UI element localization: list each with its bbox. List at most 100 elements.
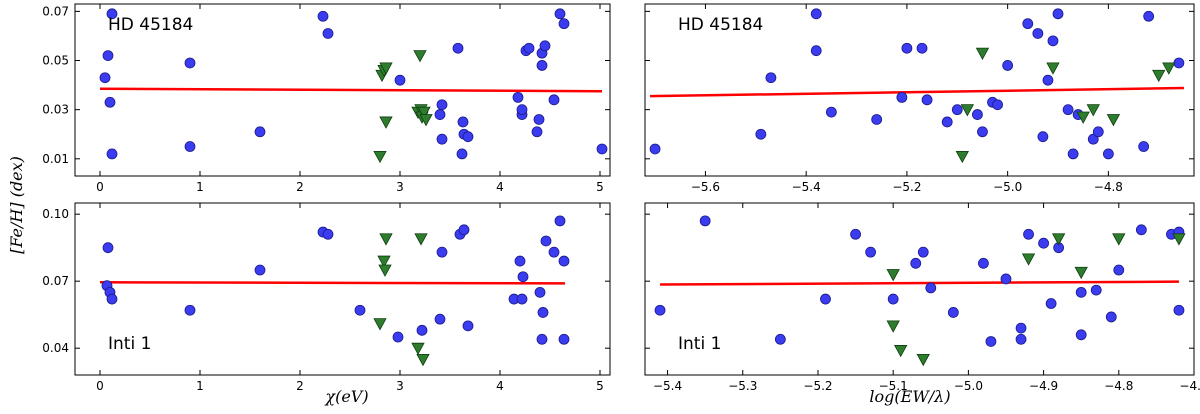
data-point-circle: [533, 114, 545, 125]
x-axis-label-right: log(EW/λ): [869, 387, 950, 406]
data-point-triangle: [373, 150, 387, 164]
data-point-triangle: [916, 353, 930, 367]
data-point-triangle: [1152, 69, 1166, 83]
data-point-circle: [322, 228, 334, 240]
data-point-circle: [536, 60, 548, 71]
data-point-circle: [871, 114, 883, 125]
y-tick-label: 0.04: [42, 341, 69, 355]
data-point-circle: [462, 320, 474, 332]
data-point-triangle: [975, 47, 990, 60]
data-point-triangle: [1106, 114, 1121, 127]
data-point-circle: [516, 104, 528, 116]
panel-label: HD 45184: [108, 15, 193, 35]
data-point-circle: [456, 148, 468, 160]
panel-4: −5.4 −5.3 −5.2 −5.1 −5.0 −4.9 −4.8 −4.7 Inti 1: [644, 202, 1200, 393]
data-point-circle: [1075, 286, 1087, 298]
data-point-triangle: [955, 150, 969, 164]
data-point-circle: [1002, 60, 1014, 71]
data-point-circle: [1052, 8, 1064, 20]
data-point-circle: [921, 94, 933, 106]
data-point-triangle: [1076, 111, 1090, 124]
data-point-circle: [458, 224, 470, 236]
data-point-triangle: [419, 114, 433, 127]
data-point-triangle: [1021, 253, 1036, 266]
data-point-circle: [392, 331, 404, 343]
data-point-circle: [1045, 298, 1057, 309]
data-point-circle: [910, 257, 922, 269]
data-point-triangle: [416, 353, 430, 367]
panel-label: Inti 1: [678, 334, 721, 354]
data-point-circle: [1000, 273, 1012, 285]
data-point-circle: [558, 18, 570, 30]
x-tick-label: −4.8: [1094, 180, 1123, 194]
data-point-circle: [1023, 228, 1034, 240]
data-point-circle: [436, 99, 448, 111]
y-tick-label: 0.07: [42, 274, 69, 288]
data-point-circle: [810, 45, 822, 57]
data-point-circle: [755, 128, 767, 140]
data-point-circle: [462, 131, 474, 143]
data-point-circle: [1135, 224, 1147, 236]
data-point-circle: [548, 94, 560, 106]
data-point-circle: [537, 307, 549, 318]
data-point-triangle: [1086, 104, 1100, 117]
data-point-circle: [820, 293, 831, 305]
data-point-circle: [1090, 284, 1102, 296]
data-point-circle: [978, 257, 989, 269]
data-point-circle: [1015, 333, 1027, 345]
x-tick-label: −5.6: [691, 180, 720, 194]
data-point-circle: [1092, 126, 1104, 138]
x-tick-label: −5.4: [792, 180, 821, 194]
data-point-triangle: [378, 264, 392, 277]
data-point-circle: [436, 133, 448, 145]
data-point-circle: [523, 42, 535, 54]
data-point-circle: [540, 235, 552, 247]
data-point-circle: [1037, 131, 1049, 143]
y-tick-label: 0.07: [42, 4, 69, 18]
x-tick-label: 0: [96, 180, 104, 194]
x-tick-label: −5.3: [728, 379, 757, 393]
data-point-circle: [558, 255, 570, 267]
data-point-circle: [554, 215, 566, 227]
data-point-circle: [649, 143, 661, 155]
data-point-circle: [1173, 57, 1185, 69]
data-point-circle: [992, 99, 1003, 111]
data-point-circle: [434, 313, 446, 325]
data-point-triangle: [886, 320, 900, 333]
data-point-circle: [654, 304, 666, 316]
data-point-triangle: [886, 269, 900, 282]
data-point-circle: [102, 50, 114, 61]
data-point-triangle: [1112, 233, 1126, 246]
data-point-circle: [1143, 10, 1155, 22]
data-point-triangle: [379, 62, 393, 75]
x-tick-label: −4.7: [1179, 379, 1200, 393]
data-point-circle: [558, 333, 570, 345]
data-point-triangle: [417, 106, 431, 119]
data-point-circle: [1047, 35, 1059, 47]
data-point-triangle: [1074, 266, 1088, 280]
data-point-circle: [596, 143, 608, 155]
x-tick-label: 1: [196, 379, 204, 393]
data-point-triangle: [413, 50, 427, 63]
data-point-circle: [916, 42, 928, 54]
data-point-circle: [865, 246, 877, 258]
data-point-circle: [322, 28, 334, 39]
data-point-circle: [436, 246, 448, 258]
data-point-circle: [951, 104, 963, 116]
panel-2: −5.6 −5.4 −5.2 −5.0 −4.8 HD 45184: [644, 3, 1195, 194]
y-axis-label: [Fe/H] (dex): [7, 156, 26, 254]
data-point-triangle: [1162, 62, 1176, 75]
data-point-circle: [901, 42, 913, 54]
x-tick-label: −5.1: [879, 379, 908, 393]
data-point-triangle: [377, 255, 391, 268]
data-point-circle: [1075, 329, 1087, 341]
fit-line: [99, 87, 603, 93]
data-point-triangle: [1172, 233, 1186, 246]
data-point-circle: [554, 8, 566, 20]
data-point-circle: [106, 8, 118, 20]
data-point-circle: [539, 40, 551, 52]
x-tick-label: 1: [196, 180, 204, 194]
panel-3: 0 1 2 3 4 5 0.04 0.07 0.10 Inti 1: [42, 202, 611, 393]
data-point-triangle: [414, 233, 428, 246]
